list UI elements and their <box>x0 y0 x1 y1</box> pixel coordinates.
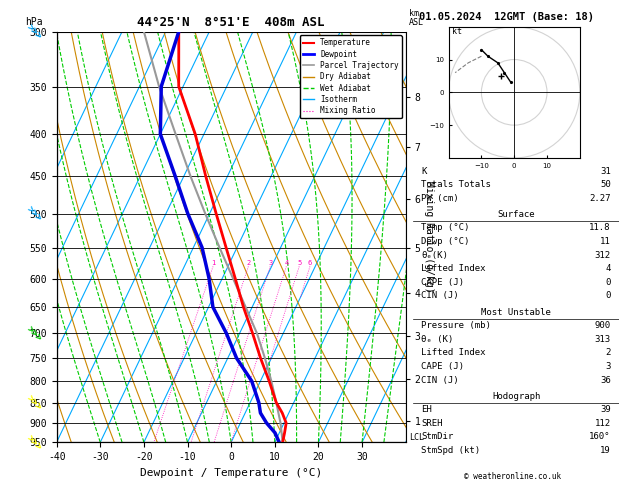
Text: 312: 312 <box>594 251 611 260</box>
Text: >>>: >>> <box>25 433 45 452</box>
Text: CAPE (J): CAPE (J) <box>421 362 464 371</box>
Text: 313: 313 <box>594 335 611 344</box>
Text: kt: kt <box>452 27 462 36</box>
Text: StmDir: StmDir <box>421 433 454 441</box>
Text: Totals Totals: Totals Totals <box>421 180 491 189</box>
Text: StmSpd (kt): StmSpd (kt) <box>421 446 481 455</box>
Title: 44°25'N  8°51'E  408m ASL: 44°25'N 8°51'E 408m ASL <box>137 16 325 29</box>
Text: θₑ(K): θₑ(K) <box>421 251 448 260</box>
Text: Most Unstable: Most Unstable <box>481 308 551 316</box>
Text: 2: 2 <box>605 348 611 357</box>
Y-axis label: Mixing Ratio (g/kg): Mixing Ratio (g/kg) <box>425 181 435 293</box>
Text: 112: 112 <box>594 419 611 428</box>
Text: Lifted Index: Lifted Index <box>421 348 486 357</box>
Text: Temp (°C): Temp (°C) <box>421 224 470 232</box>
Text: 2: 2 <box>246 260 250 266</box>
Text: 36: 36 <box>600 376 611 384</box>
Text: 11.8: 11.8 <box>589 224 611 232</box>
Text: Dewp (°C): Dewp (°C) <box>421 237 470 246</box>
Legend: Temperature, Dewpoint, Parcel Trajectory, Dry Adiabat, Wet Adiabat, Isotherm, Mi: Temperature, Dewpoint, Parcel Trajectory… <box>299 35 402 118</box>
Text: 160°: 160° <box>589 433 611 441</box>
Text: Pressure (mb): Pressure (mb) <box>421 321 491 330</box>
Text: 01.05.2024  12GMT (Base: 18): 01.05.2024 12GMT (Base: 18) <box>419 12 594 22</box>
Text: >>>: >>> <box>25 204 45 224</box>
Text: 31: 31 <box>600 167 611 175</box>
Text: 4: 4 <box>284 260 289 266</box>
Text: 5: 5 <box>297 260 301 266</box>
Text: >>>: >>> <box>25 393 45 413</box>
Text: 50: 50 <box>600 180 611 189</box>
Text: 2.27: 2.27 <box>589 194 611 203</box>
X-axis label: Dewpoint / Temperature (°C): Dewpoint / Temperature (°C) <box>140 468 322 478</box>
Text: 3: 3 <box>605 362 611 371</box>
Text: 11: 11 <box>600 237 611 246</box>
Text: 0: 0 <box>605 292 611 300</box>
Text: CAPE (J): CAPE (J) <box>421 278 464 287</box>
Text: 3: 3 <box>268 260 272 266</box>
Text: 0: 0 <box>605 278 611 287</box>
Text: 4: 4 <box>605 264 611 273</box>
Text: © weatheronline.co.uk: © weatheronline.co.uk <box>464 472 561 481</box>
Text: Hodograph: Hodograph <box>492 392 540 400</box>
Text: 900: 900 <box>594 321 611 330</box>
Text: EH: EH <box>421 405 432 414</box>
Text: 6: 6 <box>308 260 312 266</box>
Text: 39: 39 <box>600 405 611 414</box>
Text: >>>: >>> <box>25 22 45 41</box>
Text: K: K <box>421 167 427 175</box>
Text: LCL: LCL <box>409 433 424 442</box>
Text: 19: 19 <box>600 446 611 455</box>
Text: θₑ (K): θₑ (K) <box>421 335 454 344</box>
Text: SREH: SREH <box>421 419 443 428</box>
Text: CIN (J): CIN (J) <box>421 292 459 300</box>
Text: 1: 1 <box>211 260 215 266</box>
Text: CIN (J): CIN (J) <box>421 376 459 384</box>
Text: Lifted Index: Lifted Index <box>421 264 486 273</box>
Text: PW (cm): PW (cm) <box>421 194 459 203</box>
Text: hPa: hPa <box>25 17 43 28</box>
Text: Surface: Surface <box>498 210 535 219</box>
Text: km
ASL: km ASL <box>409 9 424 28</box>
Text: >>>: >>> <box>25 324 45 343</box>
